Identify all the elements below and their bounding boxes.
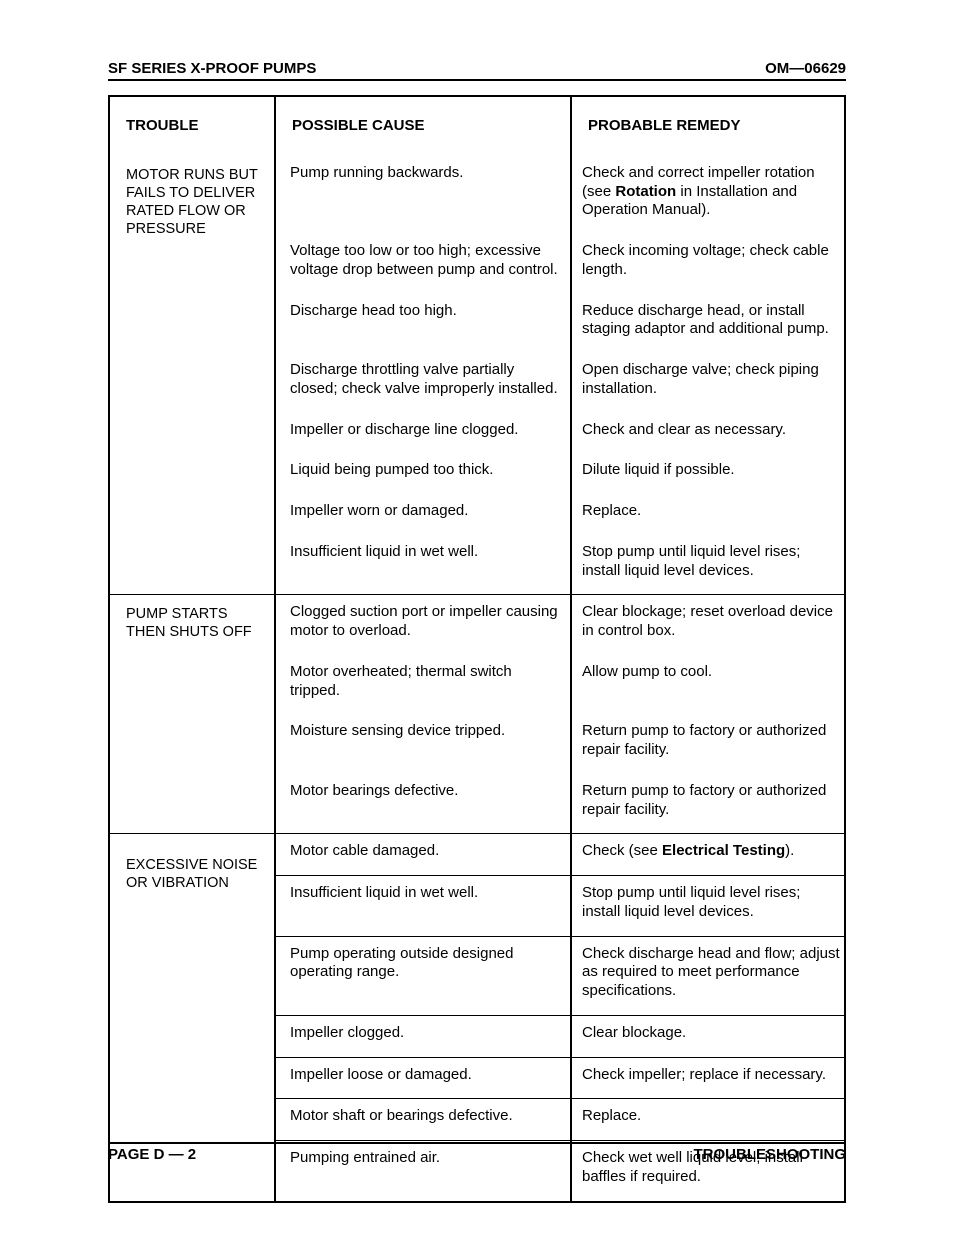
cause-remedy-row: Clogged suction port or impeller causing…	[276, 595, 844, 655]
page-footer: PAGE D — 2 TROUBLESHOOTING	[108, 1142, 846, 1163]
probable-remedy: Check and clear as necessary.	[572, 413, 844, 454]
pairs-cell: Pump running backwards.Check and correct…	[275, 156, 845, 595]
col-cause: POSSIBLE CAUSE	[275, 96, 571, 156]
probable-remedy: Reduce discharge head, or install stagin…	[572, 294, 844, 354]
possible-cause: Impeller loose or damaged.	[276, 1058, 572, 1099]
pairs-cell: Clogged suction port or impeller causing…	[275, 595, 845, 834]
table-header-row: TROUBLE POSSIBLE CAUSE PROBABLE REMEDY	[109, 96, 845, 156]
page: SF SERIES X-PROOF PUMPS OM—06629 TROUBLE…	[0, 0, 954, 1235]
possible-cause: Motor shaft or bearings defective.	[276, 1099, 572, 1140]
possible-cause: Insufficient liquid in wet well.	[276, 535, 572, 595]
cause-remedy-row: Liquid being pumped too thick.Dilute liq…	[276, 453, 844, 494]
possible-cause: Discharge throttling valve partially clo…	[276, 353, 572, 413]
possible-cause: Clogged suction port or impeller causing…	[276, 595, 572, 655]
probable-remedy: Clear blockage.	[572, 1016, 844, 1057]
possible-cause: Pump running backwards.	[276, 156, 572, 234]
cause-remedy-row: Motor shaft or bearings defective.Replac…	[276, 1099, 844, 1141]
possible-cause: Impeller clogged.	[276, 1016, 572, 1057]
probable-remedy: Replace.	[572, 1099, 844, 1140]
possible-cause: Impeller worn or damaged.	[276, 494, 572, 535]
cause-remedy-row: Voltage too low or too high; excessive v…	[276, 234, 844, 294]
page-header: SF SERIES X-PROOF PUMPS OM—06629	[108, 60, 846, 81]
cause-remedy-row: Insufficient liquid in wet well.Stop pum…	[276, 535, 844, 595]
possible-cause: Discharge head too high.	[276, 294, 572, 354]
footer-right: TROUBLESHOOTING	[694, 1146, 847, 1163]
cause-remedy-row: Impeller worn or damaged.Replace.	[276, 494, 844, 535]
possible-cause: Moisture sensing device tripped.	[276, 714, 572, 774]
probable-remedy: Return pump to factory or authorized rep…	[572, 714, 844, 774]
footer-left: PAGE D — 2	[108, 1146, 196, 1163]
col-trouble: TROUBLE	[109, 96, 275, 156]
cause-remedy-row: Moisture sensing device tripped.Return p…	[276, 714, 844, 774]
cause-remedy-row: Motor cable damaged.Check (see Electrica…	[276, 834, 844, 876]
possible-cause: Pump operating outside designed operatin…	[276, 937, 572, 1015]
troubleshooting-table: TROUBLE POSSIBLE CAUSE PROBABLE REMEDY M…	[108, 95, 846, 1203]
possible-cause: Motor cable damaged.	[276, 834, 572, 875]
probable-remedy: Replace.	[572, 494, 844, 535]
probable-remedy: Open discharge valve; check piping insta…	[572, 353, 844, 413]
possible-cause: Impeller or discharge line clogged.	[276, 413, 572, 454]
cause-remedy-row: Pump running backwards.Check and correct…	[276, 156, 844, 234]
cause-remedy-row: Pump operating outside designed operatin…	[276, 937, 844, 1016]
cause-remedy-row: Motor bearings defective.Return pump to …	[276, 774, 844, 834]
trouble-cell: MOTOR RUNS BUT FAILS TO DELIVER RATED FL…	[109, 156, 275, 595]
cause-remedy-row: Motor overheated; thermal switch tripped…	[276, 655, 844, 715]
probable-remedy: Check incoming voltage; check cable leng…	[572, 234, 844, 294]
probable-remedy: Return pump to factory or authorized rep…	[572, 774, 844, 834]
probable-remedy: Dilute liquid if possible.	[572, 453, 844, 494]
possible-cause: Voltage too low or too high; excessive v…	[276, 234, 572, 294]
probable-remedy: Check and correct impeller rotation (see…	[572, 156, 844, 234]
col-remedy: PROBABLE REMEDY	[571, 96, 845, 156]
table-section: MOTOR RUNS BUT FAILS TO DELIVER RATED FL…	[109, 156, 845, 595]
probable-remedy: Stop pump until liquid level rises; inst…	[572, 876, 844, 936]
possible-cause: Motor bearings defective.	[276, 774, 572, 834]
probable-remedy: Check impeller; replace if necessary.	[572, 1058, 844, 1099]
header-right: OM—06629	[765, 60, 846, 77]
probable-remedy: Check discharge head and flow; adjust as…	[572, 937, 844, 1015]
cause-remedy-row: Insufficient liquid in wet well.Stop pum…	[276, 876, 844, 937]
cause-remedy-row: Discharge throttling valve partially clo…	[276, 353, 844, 413]
cause-remedy-row: Impeller clogged.Clear blockage.	[276, 1016, 844, 1058]
trouble-cell: PUMP STARTS THEN SHUTS OFF	[109, 595, 275, 834]
possible-cause: Liquid being pumped too thick.	[276, 453, 572, 494]
cause-remedy-row: Impeller or discharge line clogged.Check…	[276, 413, 844, 454]
cause-remedy-row: Impeller loose or damaged.Check impeller…	[276, 1058, 844, 1100]
possible-cause: Insufficient liquid in wet well.	[276, 876, 572, 936]
table-section: PUMP STARTS THEN SHUTS OFFClogged suctio…	[109, 595, 845, 834]
cause-remedy-row: Discharge head too high.Reduce discharge…	[276, 294, 844, 354]
probable-remedy: Stop pump until liquid level rises; inst…	[572, 535, 844, 595]
probable-remedy: Allow pump to cool.	[572, 655, 844, 715]
probable-remedy: Clear blockage; reset overload device in…	[572, 595, 844, 655]
probable-remedy: Check (see Electrical Testing).	[572, 834, 844, 875]
possible-cause: Motor overheated; thermal switch tripped…	[276, 655, 572, 715]
header-left: SF SERIES X-PROOF PUMPS	[108, 60, 316, 77]
